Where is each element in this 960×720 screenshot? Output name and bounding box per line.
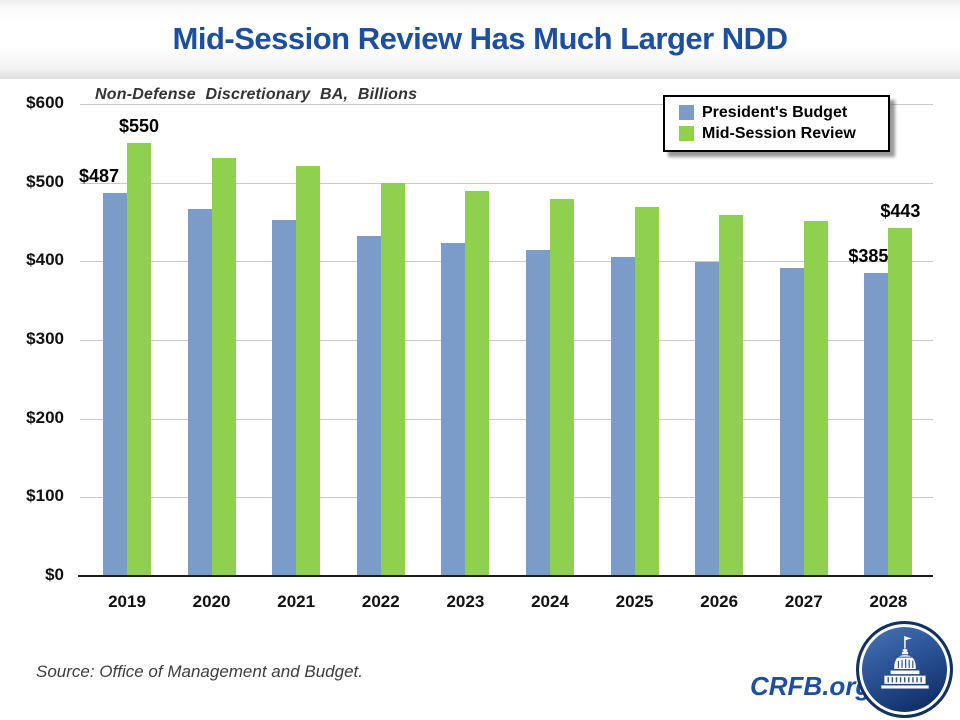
bar-president-s-budget-2027 xyxy=(779,267,804,576)
y-axis-label-300: $300 xyxy=(26,329,64,348)
legend-swatch-blue-icon xyxy=(679,105,694,120)
gridline-400 xyxy=(80,261,933,263)
x-axis-label-2019: 2019 xyxy=(108,592,146,611)
data-label-mid-session-review-2028: $443 xyxy=(880,200,921,221)
bar-president-s-budget-2028 xyxy=(864,273,889,576)
x-axis-label-2020: 2020 xyxy=(192,592,231,611)
y-axis-label-600: $600 xyxy=(26,93,64,112)
page-title: Mid-Session Review Has Much Larger NDD xyxy=(172,21,788,56)
x-axis-label-2022: 2022 xyxy=(361,592,400,611)
title-band xyxy=(0,0,960,79)
bar-mid-session-review-2020 xyxy=(211,157,236,576)
bar-mid-session-review-2026 xyxy=(719,214,744,576)
bar-mid-session-review-2019 xyxy=(127,143,151,576)
bar-mid-session-review-2021 xyxy=(296,166,321,576)
bar-president-s-budget-2023 xyxy=(441,243,466,576)
legend-item-mid-session-review: Mid-Session Review xyxy=(679,123,880,144)
gridline-500 xyxy=(80,182,933,184)
legend-label: Mid-Session Review xyxy=(702,124,856,142)
bar-mid-session-review-2024 xyxy=(550,199,574,576)
gridline-200 xyxy=(80,418,933,420)
capitol-logo-icon xyxy=(856,621,953,718)
data-label-mid-session-review-2019: $550 xyxy=(118,116,160,137)
y-axis-label-0: $0 xyxy=(45,565,64,584)
x-axis-line xyxy=(78,575,933,577)
x-axis-label-2021: 2021 xyxy=(277,592,316,611)
bar-president-s-budget-2019 xyxy=(103,192,127,576)
data-label-president-s-budget-2028: $385 xyxy=(848,246,889,267)
y-axis-label-500: $500 xyxy=(26,171,64,191)
capitol-building-graphic xyxy=(880,635,929,689)
y-axis-label-400: $400 xyxy=(26,250,64,270)
bar-president-s-budget-2021 xyxy=(272,219,297,576)
bar-mid-session-review-2023 xyxy=(465,190,490,576)
gridline-300 xyxy=(80,340,933,341)
gridline-600 xyxy=(80,104,933,105)
gridline-100 xyxy=(80,497,933,499)
bar-mid-session-review-2028 xyxy=(888,227,913,576)
x-axis-label-2027: 2027 xyxy=(784,592,823,611)
brand-site-text: CRFB.org xyxy=(750,671,872,701)
bar-president-s-budget-2024 xyxy=(526,250,550,576)
legend-item-presidents-budget: President's Budget xyxy=(679,102,880,123)
x-axis-label-2025: 2025 xyxy=(615,592,654,611)
data-label-president-s-budget-2019: $487 xyxy=(78,165,120,186)
legend-label: President's Budget xyxy=(702,103,848,121)
legend-swatch-green-icon xyxy=(679,126,694,141)
bar-mid-session-review-2022 xyxy=(380,182,405,576)
x-axis-label-2028: 2028 xyxy=(869,592,908,611)
chart-subtitle: Non-Defense Discretionary BA, Billions xyxy=(95,86,418,103)
chart-legend: President's Budget Mid-Session Review xyxy=(663,95,890,152)
y-axis-label-100: $100 xyxy=(26,486,64,506)
bar-mid-session-review-2025 xyxy=(634,207,659,576)
y-axis-label-200: $200 xyxy=(26,407,64,427)
x-axis-label-2024: 2024 xyxy=(531,592,569,611)
bar-president-s-budget-2026 xyxy=(695,262,720,576)
bar-president-s-budget-2025 xyxy=(610,256,635,576)
bar-mid-session-review-2027 xyxy=(803,221,828,576)
source-note: Source: Office of Management and Budget. xyxy=(36,662,363,681)
bar-president-s-budget-2022 xyxy=(356,236,381,576)
x-axis-label-2023: 2023 xyxy=(446,592,485,611)
x-axis-label-2026: 2026 xyxy=(700,592,739,611)
bar-president-s-budget-2020 xyxy=(187,209,212,576)
